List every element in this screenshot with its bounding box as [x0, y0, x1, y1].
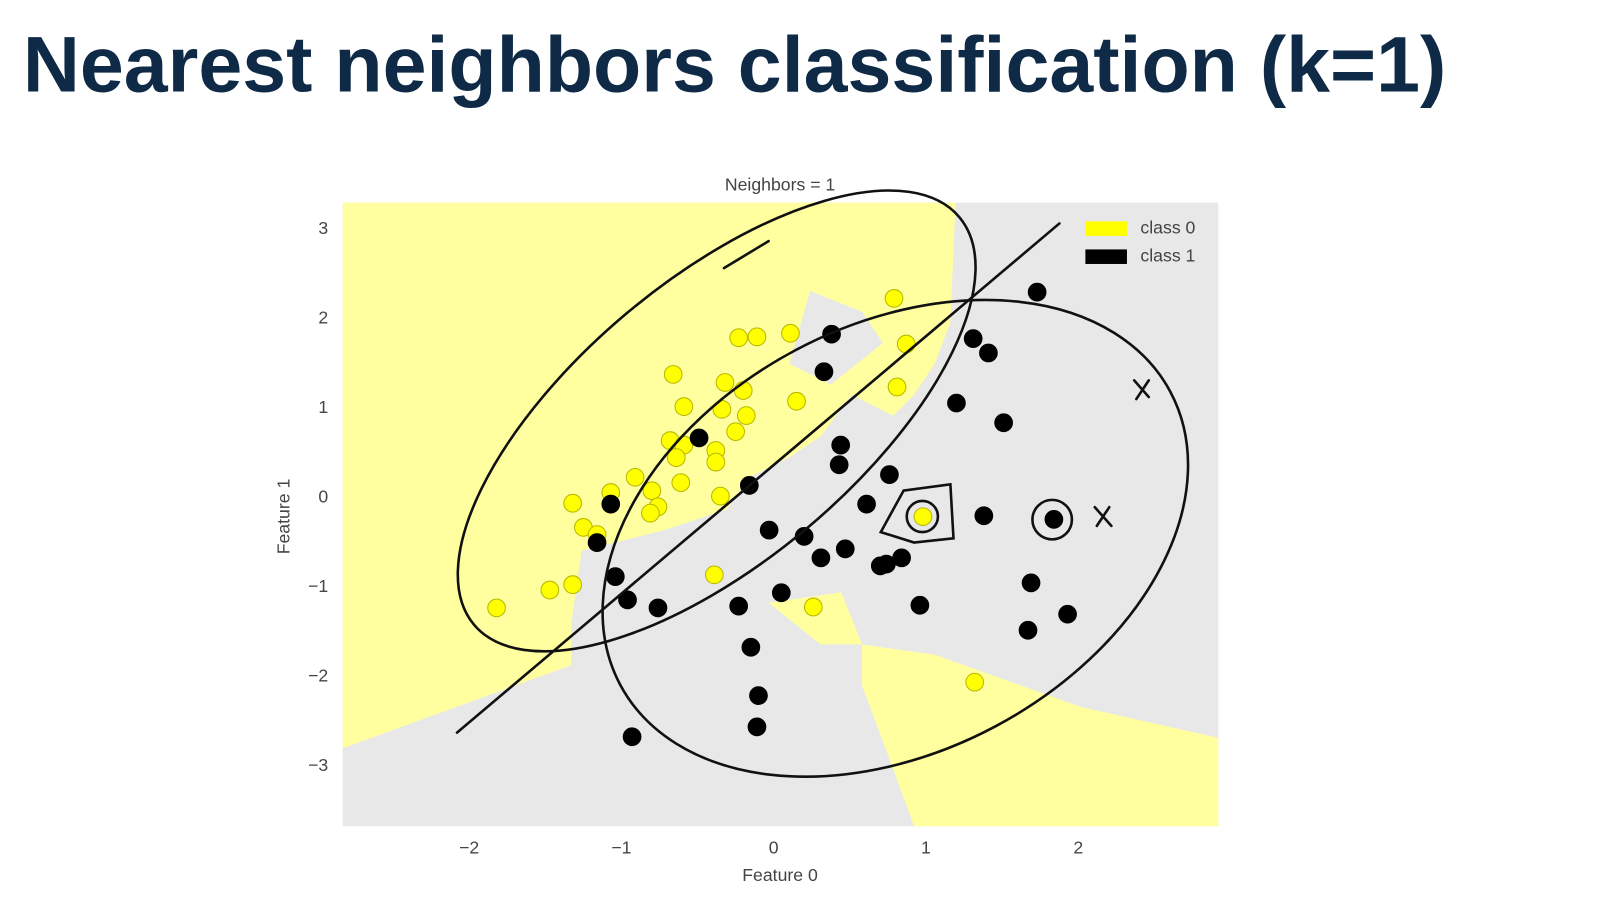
point — [674, 397, 694, 416]
point — [729, 596, 749, 616]
point — [781, 323, 800, 343]
ink-loop — [878, 482, 955, 544]
point — [706, 452, 726, 472]
legend-label: class 1 — [1140, 245, 1195, 265]
point — [747, 717, 767, 737]
point — [759, 520, 779, 540]
point — [715, 373, 735, 392]
point — [814, 362, 834, 382]
point — [829, 455, 849, 475]
point — [771, 583, 791, 603]
x-tick-label: 2 — [1073, 838, 1083, 858]
point — [733, 381, 753, 400]
point — [689, 428, 709, 448]
point — [1058, 604, 1077, 624]
point — [671, 473, 691, 493]
point — [1044, 510, 1064, 529]
point — [704, 565, 724, 585]
point — [947, 393, 966, 413]
point — [749, 686, 768, 705]
ink-marks — [722, 239, 1151, 528]
y-tick-label: 3 — [318, 218, 328, 238]
x-axis-label: Feature 0 — [742, 865, 818, 885]
point — [887, 377, 907, 397]
point — [711, 486, 730, 506]
point — [979, 343, 998, 363]
x-tick-label: −2 — [459, 838, 479, 858]
point — [741, 637, 761, 657]
point — [601, 494, 621, 514]
point — [787, 391, 806, 411]
y-tick-label: 1 — [318, 397, 328, 417]
point — [563, 575, 583, 595]
y-tick-label: −3 — [308, 755, 328, 775]
x-tick-label: 0 — [769, 838, 779, 858]
chart-title: Neighbors = 1 — [725, 175, 835, 195]
point — [857, 494, 876, 514]
point — [877, 554, 896, 574]
point — [974, 506, 994, 526]
x-tick-label: 1 — [921, 838, 931, 858]
point — [811, 548, 831, 568]
point — [663, 365, 683, 384]
point — [736, 406, 756, 425]
point — [648, 598, 668, 618]
point — [641, 503, 660, 523]
point — [729, 328, 749, 348]
point — [1027, 282, 1047, 302]
point — [618, 590, 637, 610]
point — [803, 597, 823, 617]
point — [1018, 620, 1038, 640]
annotations — [455, 189, 1190, 778]
point — [540, 580, 560, 600]
ink-ellipse — [601, 298, 1190, 778]
point — [622, 727, 642, 747]
point — [880, 465, 899, 484]
point — [563, 493, 583, 513]
point — [605, 567, 625, 586]
point — [642, 481, 662, 501]
legend-swatch — [1085, 249, 1127, 264]
point — [666, 448, 686, 467]
y-tick-label: −2 — [308, 665, 328, 685]
y-axis-label: Feature 1 — [273, 479, 293, 555]
point — [831, 435, 851, 455]
point — [896, 334, 916, 354]
point — [625, 467, 645, 487]
point — [835, 539, 855, 559]
point — [726, 422, 745, 442]
legend-swatch — [1085, 221, 1127, 236]
ink-line — [455, 222, 1061, 734]
point — [913, 507, 933, 527]
region-class-0 — [768, 592, 863, 645]
point — [994, 413, 1013, 433]
ink-ellipse — [456, 189, 977, 653]
point — [884, 289, 904, 308]
region-class-0 — [862, 644, 1219, 827]
slide-title: Nearest neighbors classification (k=1) — [23, 21, 1446, 109]
legend-label: class 0 — [1140, 217, 1195, 237]
point — [747, 327, 767, 347]
ink-circle — [1031, 498, 1074, 541]
point — [963, 329, 983, 348]
ink-circle — [905, 499, 940, 534]
point — [965, 672, 985, 692]
point — [487, 598, 506, 618]
point — [1021, 573, 1041, 593]
y-tick-label: 2 — [318, 308, 328, 328]
point — [910, 595, 930, 615]
point — [587, 533, 607, 552]
x-tick-label: −1 — [611, 838, 631, 858]
y-tick-label: 0 — [318, 487, 328, 507]
y-tick-label: −1 — [308, 576, 328, 596]
